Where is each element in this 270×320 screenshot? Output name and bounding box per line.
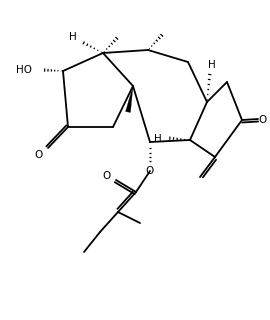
Text: H: H bbox=[69, 32, 77, 42]
Text: O: O bbox=[146, 166, 154, 176]
Text: O: O bbox=[103, 171, 111, 181]
Text: O: O bbox=[34, 150, 42, 160]
Text: H: H bbox=[154, 134, 162, 144]
Text: HO: HO bbox=[16, 65, 32, 75]
Text: H: H bbox=[208, 60, 216, 70]
Text: O: O bbox=[258, 115, 266, 125]
Polygon shape bbox=[126, 86, 133, 112]
